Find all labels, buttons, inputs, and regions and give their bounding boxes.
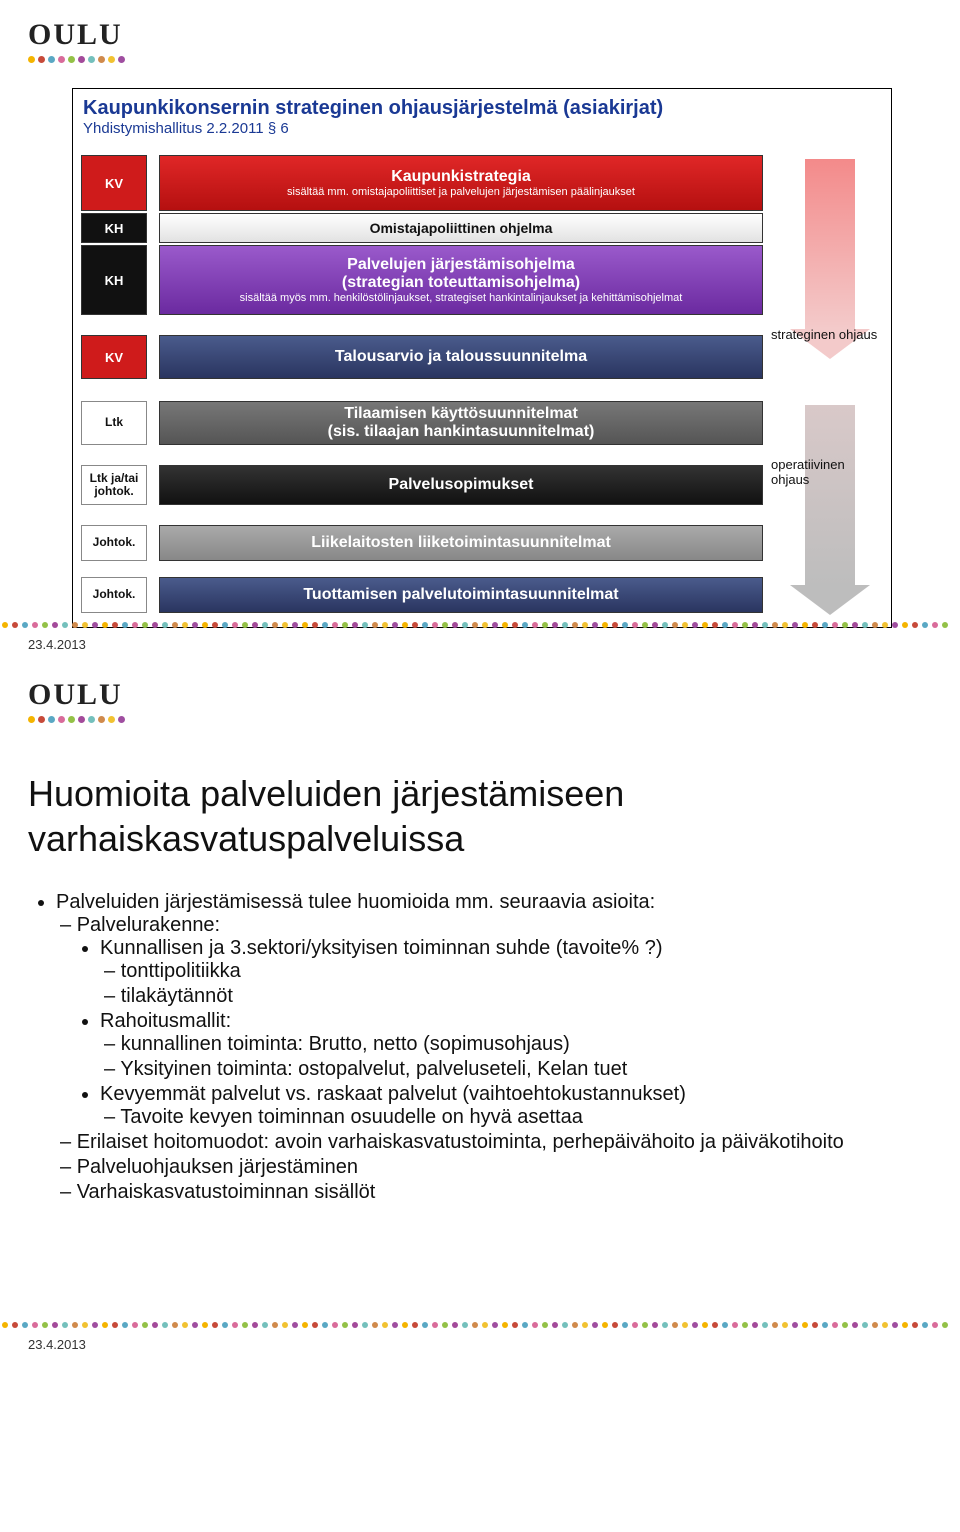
- footer-dots: [0, 622, 960, 630]
- li: tonttipolitiikka: [121, 960, 241, 982]
- side-label: Ltk: [81, 401, 147, 445]
- brand-logo: OULU: [28, 18, 932, 63]
- li: kunnallinen toiminta: Brutto, netto (sop…: [121, 1033, 570, 1055]
- diagram-row: KVKaupunkistrategiasisältää mm. omistaja…: [81, 155, 883, 211]
- diagram-row: Ltk ja/tai johtok. Palvelusopimukset: [81, 465, 883, 505]
- li: Rahoitusmallit:: [100, 1010, 231, 1032]
- strategy-diagram: Kaupunkikonsernin strateginen ohjausjärj…: [72, 88, 892, 628]
- slide-bullets: OULU Huomioita palveluiden järjestämisee…: [0, 660, 960, 1360]
- intro-text: Palveluiden järjestämisessä tulee huomio…: [56, 891, 655, 913]
- side-label: Johtok.: [81, 525, 147, 561]
- diagram-row: KHPalvelujen järjestämisohjelma (strateg…: [81, 245, 883, 315]
- arrow-label-strategic: strateginen ohjaus: [771, 327, 881, 342]
- li: Palveluohjauksen järjestäminen: [77, 1156, 358, 1178]
- li: Kevyemmät palvelut vs. raskaat palvelut …: [100, 1083, 686, 1105]
- brand-logo: OULU: [28, 678, 932, 723]
- diagram-subtitle: Yhdistymishallitus 2.2.2011 § 6: [73, 120, 891, 143]
- li: Varhaiskasvatustoiminnan sisällöt: [77, 1181, 376, 1203]
- slide-diagram: OULU Kaupunkikonsernin strateginen ohjau…: [0, 0, 960, 660]
- diagram-box: Kaupunkistrategiasisältää mm. omistajapo…: [159, 155, 763, 211]
- arrow-operational: [783, 405, 877, 615]
- brand-dots: [28, 716, 932, 723]
- side-label: KH: [81, 245, 147, 315]
- diagram-box: Palvelujen järjestämisohjelma (strategia…: [159, 245, 763, 315]
- diagram-row: KH Omistajapoliittinen ohjelma: [81, 213, 883, 243]
- diagram-row: Johtok. Tuottamisen palvelutoimintasuunni…: [81, 577, 883, 613]
- side-label: Johtok.: [81, 577, 147, 613]
- diagram-box: Tuottamisen palvelutoimintasuunnitelmat: [159, 577, 763, 613]
- logo-text: OULU: [28, 18, 932, 52]
- side-label: Ltk ja/tai johtok.: [81, 465, 147, 505]
- slide-date: 23.4.2013: [28, 637, 86, 652]
- side-label: KH: [81, 213, 147, 243]
- logo-text: OULU: [28, 678, 932, 712]
- li: Yksityinen toiminta: ostopalvelut, palve…: [120, 1058, 627, 1080]
- footer-dots: [0, 1322, 960, 1330]
- diagram-box: Palvelusopimukset: [159, 465, 763, 505]
- diagram-title: Kaupunkikonsernin strateginen ohjausjärj…: [73, 89, 891, 120]
- diagram-box: Liikelaitosten liiketoimintasuunnitelmat: [159, 525, 763, 561]
- li: Tavoite kevyen toiminnan osuudelle on hy…: [120, 1106, 583, 1128]
- slide-date: 23.4.2013: [28, 1337, 86, 1352]
- diagram-row: KV Talousarvio ja taloussuunnitelma: [81, 335, 883, 379]
- diagram-box: Tilaamisen käyttösuunnitelmat (sis. tila…: [159, 401, 763, 445]
- li: tilakäytännöt: [121, 985, 233, 1007]
- li: Erilaiset hoitomuodot: avoin varhaiskasv…: [77, 1131, 844, 1153]
- slide2-body: Palveluiden järjestämisessä tulee huomio…: [28, 891, 932, 1204]
- slide2-title: Huomioita palveluiden järjestämiseen var…: [28, 771, 932, 861]
- diagram-row: Johtok. Liikelaitosten liiketoimintasuunn…: [81, 525, 883, 561]
- diagram-box: Omistajapoliittinen ohjelma: [159, 213, 763, 243]
- arrow-label-operational: operatiivinen ohjaus: [771, 457, 881, 487]
- brand-dots: [28, 56, 932, 63]
- li: Palvelurakenne:: [77, 914, 220, 936]
- diagram-row: Ltk Tilaamisen käyttösuunnitelmat (sis. t…: [81, 401, 883, 445]
- side-label: KV: [81, 335, 147, 379]
- side-label: KV: [81, 155, 147, 211]
- diagram-box: Talousarvio ja taloussuunnitelma: [159, 335, 763, 379]
- li: Kunnallisen ja 3.sektori/yksityisen toim…: [100, 937, 663, 959]
